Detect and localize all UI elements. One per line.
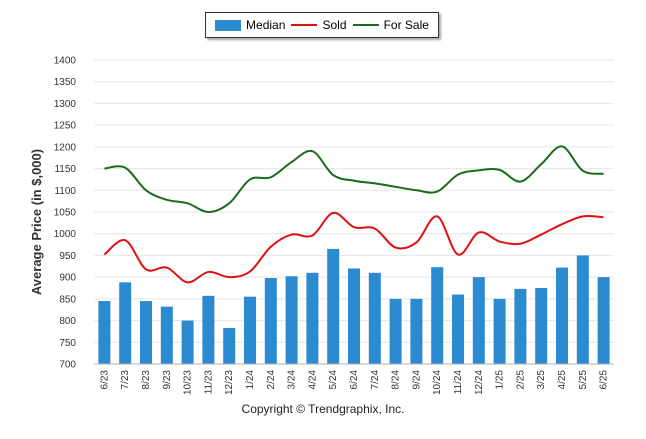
y-tick-label: 800	[59, 316, 76, 327]
median-bar	[160, 306, 173, 364]
x-tick-label: 7/23	[120, 370, 131, 390]
x-tick-label: 6/25	[599, 370, 610, 390]
x-tick-label: 3/25	[536, 370, 547, 390]
median-bar	[431, 267, 444, 364]
median-bar	[452, 294, 464, 364]
median-bar	[327, 248, 340, 364]
legend-item-for-sale[interactable]: For Sale	[352, 18, 429, 32]
grid	[94, 59, 614, 343]
y-tick-label: 1200	[54, 142, 77, 153]
legend: Median Sold For Sale	[205, 12, 439, 38]
x-tick-label: 8/23	[141, 370, 152, 390]
legend-item-sold[interactable]: Sold	[291, 18, 347, 32]
median-bar	[202, 295, 215, 364]
median-bar	[285, 276, 298, 364]
median-bar	[535, 288, 548, 364]
y-tick-label: 950	[59, 251, 76, 262]
median-bars	[98, 248, 610, 364]
x-tick-label: 2/25	[515, 370, 526, 390]
median-bar	[244, 296, 256, 364]
x-tick-label: 10/24	[432, 370, 443, 395]
y-tick-label: 1150	[54, 164, 76, 175]
for-sale-line	[104, 145, 604, 214]
y-tick-label: 1400	[54, 56, 77, 67]
trend-lines	[103, 145, 604, 284]
median-bar	[306, 272, 319, 364]
copyright-credit: Copyright © Trendgraphix, Inc.	[241, 402, 405, 416]
y-tick-label: 700	[59, 360, 76, 371]
median-bar	[514, 288, 527, 364]
y-tick-label: 850	[59, 294, 76, 305]
x-tick-label: 3/24	[287, 370, 298, 390]
median-bar	[181, 320, 194, 364]
y-tick-label: 1350	[54, 77, 77, 88]
x-tick-label: 6/24	[349, 370, 360, 390]
x-tick-label: 1/25	[495, 370, 506, 390]
median-swatch	[215, 19, 242, 31]
x-tick-label: 9/23	[162, 370, 173, 390]
x-tick-label: 8/24	[391, 370, 402, 390]
y-axis-ticks: 700 750 800 850 900 950 1000 1050 1100 1150 1200 12…	[54, 56, 77, 371]
for-sale-swatch	[352, 24, 379, 26]
x-tick-label: 5/24	[328, 370, 339, 390]
sold-line	[103, 211, 604, 284]
y-tick-label: 900	[59, 273, 76, 284]
x-tick-label: 10/23	[183, 370, 194, 395]
y-tick-label: 750	[59, 338, 76, 349]
y-tick-label: 1050	[54, 208, 77, 219]
y-tick-label: 1000	[54, 229, 77, 240]
median-bar	[389, 298, 402, 364]
y-tick-label: 1300	[54, 99, 77, 110]
x-tick-label: 11/23	[203, 370, 214, 395]
x-tick-label: 5/25	[578, 370, 589, 390]
median-bar	[368, 272, 381, 364]
x-tick-label: 11/24	[453, 370, 464, 395]
median-bar	[140, 301, 152, 364]
y-tick-label: 1250	[54, 121, 77, 132]
sold-swatch	[291, 24, 318, 26]
median-bar	[556, 267, 568, 364]
x-tick-label: 7/24	[370, 370, 381, 390]
median-bar	[98, 301, 111, 364]
x-tick-label: 4/25	[557, 370, 568, 390]
x-tick-label: 12/24	[474, 370, 485, 395]
x-tick-label: 12/23	[224, 370, 235, 395]
median-bar	[597, 277, 610, 364]
median-bar	[472, 277, 485, 364]
x-tick-label: 2/24	[266, 370, 277, 390]
y-tick-label: 1100	[54, 186, 76, 197]
x-tick-label: 1/24	[245, 370, 256, 390]
legend-label-median: Median	[246, 18, 286, 32]
median-bar	[264, 278, 277, 364]
legend-label-for-sale: For Sale	[383, 18, 429, 32]
x-tick-label: 6/23	[99, 370, 110, 390]
y-axis-title: Average Price (in $,000)	[29, 149, 44, 295]
x-tick-label: 9/24	[411, 370, 422, 390]
median-bar	[348, 268, 360, 364]
x-axis-ticks: 6/23 7/23 8/23 9/23 10/23 11/23 12/23 1/24 2/24 3…	[99, 370, 609, 395]
x-tick-label: 4/24	[307, 370, 318, 390]
legend-item-median[interactable]: Median	[215, 18, 285, 32]
median-bar	[119, 282, 132, 364]
median-bar	[223, 327, 236, 364]
median-bar	[576, 255, 589, 364]
median-bar	[493, 298, 506, 364]
median-bar	[410, 298, 423, 364]
legend-label-sold: Sold	[322, 18, 347, 32]
